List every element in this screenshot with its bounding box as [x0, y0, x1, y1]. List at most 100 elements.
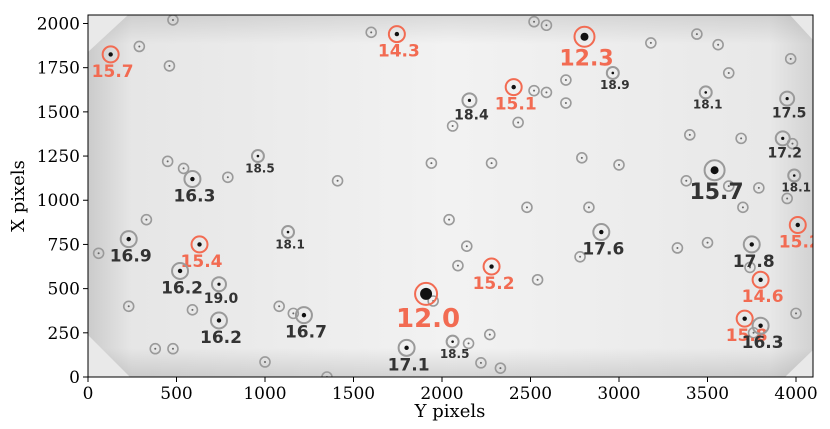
star-dot: [394, 31, 400, 37]
star-magnitude-label: 18.1: [781, 181, 811, 195]
star-magnitude-label: 15.4: [181, 252, 223, 272]
corner-mask-top-right: [790, 15, 813, 40]
star-dot: [404, 345, 409, 351]
star-dot: [108, 52, 113, 57]
faint-source-dot: [695, 33, 698, 36]
faint-source-ring: [140, 213, 153, 226]
star-ring: [504, 78, 523, 97]
faint-source-dot: [171, 18, 174, 21]
detector-vignette: [88, 15, 813, 377]
faint-source-dot: [757, 186, 760, 189]
x-tick-label: 3500: [686, 384, 729, 404]
faint-source-ring: [475, 357, 487, 369]
star-ring: [742, 235, 761, 254]
faint-source-dot: [685, 179, 688, 182]
star-magnitude-label: 18.4: [454, 107, 489, 123]
star-magnitude-label: 16.3: [173, 186, 215, 206]
star-magnitude-label: 16.9: [110, 247, 152, 267]
faint-source-dot: [138, 45, 141, 48]
x-tick-label: 1000: [243, 384, 286, 404]
faint-source-dot: [166, 160, 169, 163]
star-dot: [704, 91, 708, 94]
star-magnitude-label: 17.1: [388, 355, 430, 375]
faint-source-ring: [512, 116, 524, 129]
faint-source-ring: [701, 236, 714, 249]
faint-source-dot: [451, 125, 454, 128]
faint-source-ring: [149, 342, 162, 355]
faint-source-dot: [479, 361, 482, 364]
faint-source-ring: [684, 129, 696, 141]
faint-source-ring: [483, 328, 496, 341]
star-ring: [101, 45, 120, 64]
faint-source-ring: [645, 37, 657, 49]
star-dot: [580, 32, 589, 41]
faint-source-dot: [525, 206, 528, 209]
star-ring: [250, 149, 265, 164]
star-ring: [482, 257, 501, 276]
faint-source-dot: [488, 333, 491, 336]
star-ring: [751, 316, 770, 335]
faint-source-ring: [122, 300, 135, 313]
faint-source-dot: [579, 255, 582, 258]
faint-source-ring: [583, 201, 595, 214]
faint-source-ring: [321, 371, 333, 377]
faint-source-ring: [167, 342, 179, 355]
faint-source-dot: [456, 264, 459, 267]
faint-source-dot: [545, 24, 548, 27]
faint-source-ring: [613, 159, 625, 171]
star-dot: [301, 312, 307, 318]
plot-frame: [87, 14, 814, 378]
star-dot: [599, 229, 604, 235]
faint-source-dot: [545, 91, 548, 94]
star-ring: [779, 90, 796, 107]
x-axis-title: Y pixels: [414, 401, 486, 422]
faint-source-dot: [564, 79, 567, 82]
faint-source-dot: [564, 102, 567, 105]
faint-source-ring: [452, 259, 464, 272]
faint-source-dot: [517, 121, 520, 124]
star-ring: [774, 130, 791, 147]
faint-source-dot: [499, 367, 502, 370]
faint-source-dot: [649, 41, 652, 44]
star-ring: [119, 230, 138, 249]
star-dot: [511, 84, 516, 90]
faint-source-ring: [163, 60, 176, 72]
y-tick-label: 0: [69, 368, 80, 388]
faint-source-ring: [540, 86, 553, 99]
faint-source-dot: [171, 347, 174, 350]
star-dot: [781, 136, 785, 140]
star-magnitude-label: 15.8: [726, 326, 768, 346]
y-tick-label: 1000: [37, 191, 80, 211]
faint-source-ring: [540, 19, 553, 32]
star-magnitude-label: 14.6: [742, 287, 784, 307]
faint-source-dot: [741, 206, 744, 209]
star-dot: [758, 277, 763, 282]
faint-source-ring: [259, 356, 271, 368]
faint-source-dot: [278, 305, 281, 308]
faint-source-dot: [536, 278, 539, 281]
star-dot: [126, 236, 131, 242]
star-ring: [461, 92, 478, 109]
star-dot: [190, 176, 195, 182]
faint-source-ring: [722, 180, 735, 192]
star-dot: [749, 242, 754, 247]
faint-source-ring: [744, 261, 756, 274]
star-magnitude-label: 19.0: [204, 291, 239, 307]
star-dot: [785, 97, 789, 101]
faint-source-dot: [706, 241, 709, 244]
y-axis: 0 250 500 750 1000 1250 1500 1750 2000: [37, 14, 88, 388]
faint-source-ring: [167, 15, 179, 26]
faint-source-ring: [784, 53, 797, 65]
y-tick-label: 2000: [37, 14, 80, 34]
faint-source-ring: [671, 242, 684, 254]
faint-source-dot: [748, 266, 751, 269]
faint-source-dot: [264, 360, 267, 363]
faint-source-ring: [528, 15, 540, 28]
star-ring: [751, 270, 770, 289]
star-dot: [489, 264, 494, 269]
x-tick-label: 4000: [774, 384, 817, 404]
faint-source-ring: [494, 362, 507, 374]
faint-source-ring: [560, 97, 572, 109]
star-ring: [605, 65, 620, 80]
star-ring: [788, 215, 807, 234]
